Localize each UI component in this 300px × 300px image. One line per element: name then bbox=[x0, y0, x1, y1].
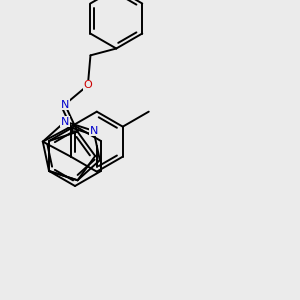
Text: O: O bbox=[83, 80, 92, 90]
Text: N: N bbox=[89, 126, 98, 136]
Text: N: N bbox=[61, 117, 69, 127]
Text: N: N bbox=[61, 100, 69, 110]
